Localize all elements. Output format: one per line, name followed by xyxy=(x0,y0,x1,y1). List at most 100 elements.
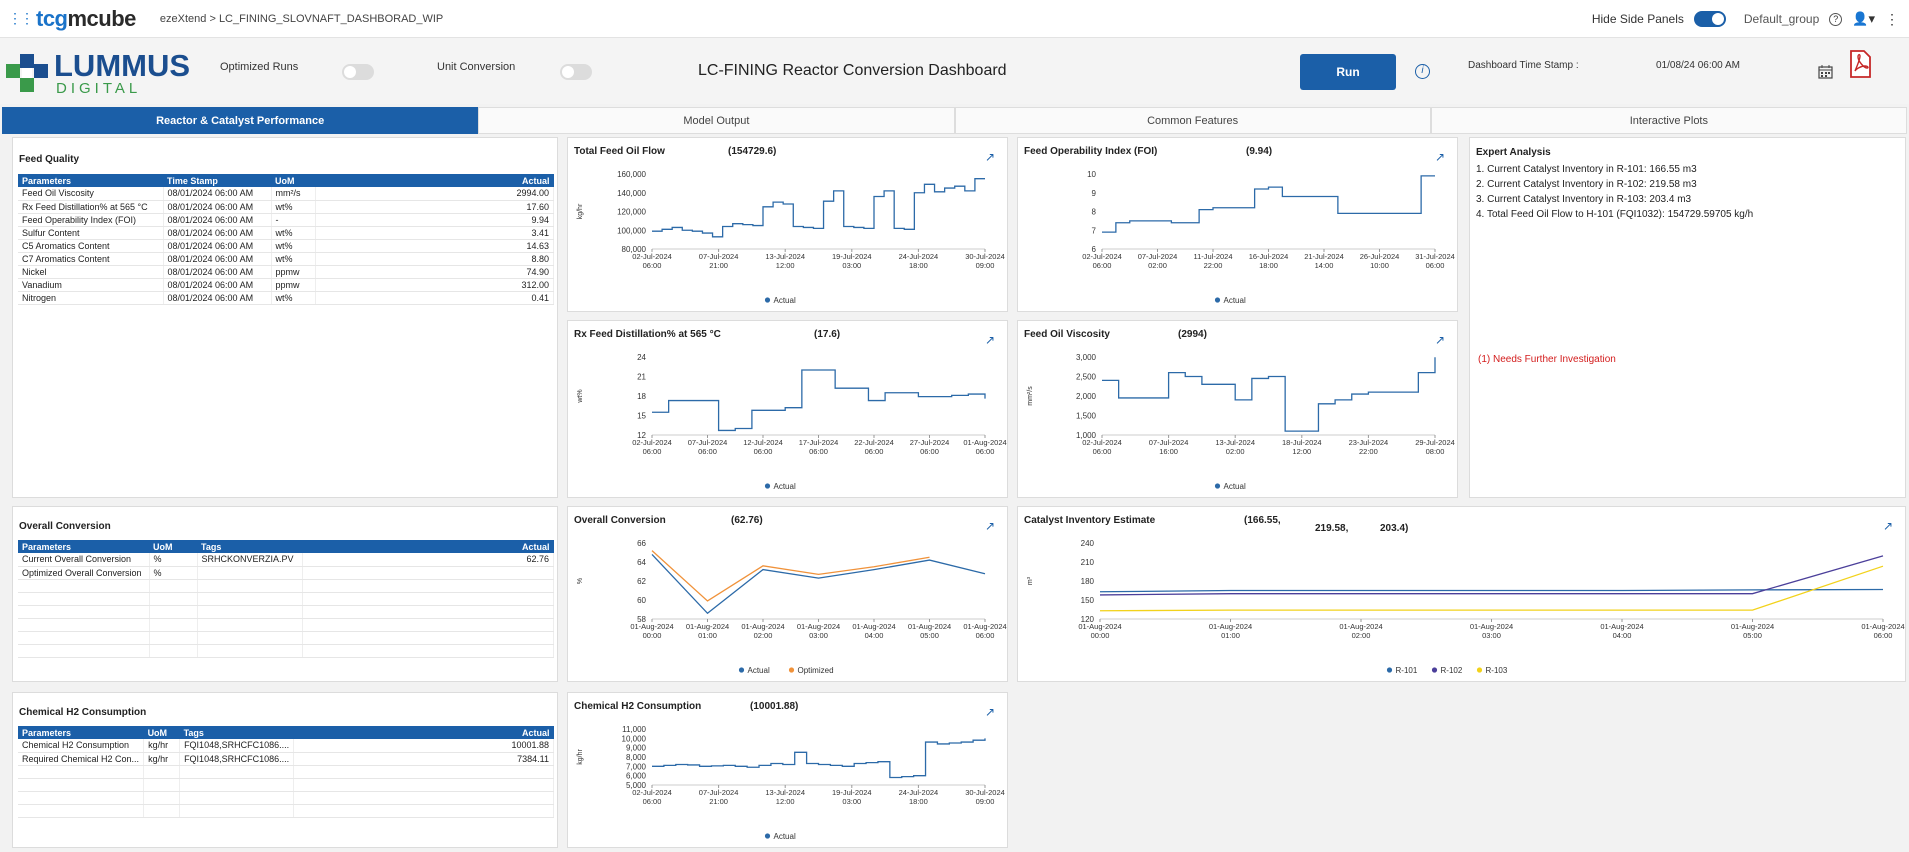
x-tick-label: 10:00 xyxy=(1370,261,1389,270)
x-tick-label: 16:00 xyxy=(1159,447,1178,456)
empty-row xyxy=(18,592,554,606)
table-cell: Optimized Overall Conversion xyxy=(18,566,150,580)
empty-cell xyxy=(179,791,295,805)
table-cell: Rx Feed Distillation% at 565 °C xyxy=(18,200,164,214)
more-options-icon[interactable]: ⋮ xyxy=(1885,10,1899,27)
col-header-parameters[interactable]: Parameters xyxy=(18,540,149,553)
table-row[interactable]: Required Chemical H2 Con... kg/hr FQI1048,… xyxy=(18,752,554,766)
tab-model-output[interactable]: Model Output xyxy=(478,107,955,134)
app-brand[interactable]: ⋮⋮ tcgmcube xyxy=(8,6,136,32)
feed-quality-title: Feed Quality xyxy=(19,154,80,165)
table-row[interactable]: Sulfur Content 08/01/2024 06:00 AM wt% 3.41 xyxy=(18,226,554,240)
y-axis-label: kg/hr xyxy=(577,203,584,219)
x-tick-label: 06:00 xyxy=(698,447,717,456)
trend-icon[interactable]: ↗ xyxy=(1882,519,1893,533)
trend-icon[interactable]: ↗ xyxy=(1434,150,1445,164)
trend-icon[interactable]: ↗ xyxy=(984,333,995,347)
table-row[interactable]: C7 Aromatics Content 08/01/2024 06:00 AM w… xyxy=(18,252,554,266)
table-cell: FQI1048,SRHCFC1086.... xyxy=(179,752,295,766)
x-tick-label: 06:00 xyxy=(1426,261,1445,270)
table-cell: Feed Oil Viscosity xyxy=(18,187,164,201)
col-header-uom[interactable]: UoM xyxy=(149,540,197,553)
legend-label: R-101 xyxy=(1396,666,1418,675)
unit-conversion-toggle[interactable] xyxy=(560,64,592,80)
table-row[interactable]: C5 Aromatics Content 08/01/2024 06:00 AM w… xyxy=(18,239,554,253)
group-selector[interactable]: Default_group xyxy=(1743,12,1820,26)
y-axis-label: m³ xyxy=(1027,576,1034,585)
breadcrumb[interactable]: ezeXtend > LC_FINING_SLOVNAFT_DASHBORAD_… xyxy=(159,12,444,25)
trend-icon[interactable]: ↗ xyxy=(984,519,995,533)
table-cell: - xyxy=(271,213,316,227)
empty-cell xyxy=(197,631,303,645)
empty-row xyxy=(18,579,554,593)
col-header-parameters[interactable]: Parameters xyxy=(18,174,163,187)
col-header-tags[interactable]: Tags xyxy=(197,540,302,553)
col-header-timestamp[interactable]: Time Stamp xyxy=(163,174,271,187)
legend-marker xyxy=(764,297,771,303)
table-cell: 9.94 xyxy=(315,213,554,227)
brand-grid-icon: ⋮⋮ xyxy=(8,10,34,26)
table-row[interactable]: Rx Feed Distillation% at 565 °C 08/01/202… xyxy=(18,200,554,214)
empty-cell xyxy=(149,644,198,658)
x-tick-label: 02-Jul-2024 xyxy=(1082,438,1122,447)
empty-cell xyxy=(18,804,145,818)
run-button[interactable]: Run xyxy=(1300,54,1396,90)
col-header-actual[interactable]: Actual xyxy=(293,726,554,739)
overall-conversion-card: Overall Conversion Parameters UoM Tags A… xyxy=(12,506,558,682)
x-tick-label: 07-Jul-2024 xyxy=(699,252,739,261)
col-header-parameters[interactable]: Parameters xyxy=(18,726,144,739)
table-row[interactable]: Feed Oil Viscosity 08/01/2024 06:00 AM mm²… xyxy=(18,187,554,201)
empty-cell xyxy=(179,778,295,792)
y-tick-label: 8,000 xyxy=(626,753,647,762)
tab-interactive-plots[interactable]: Interactive Plots xyxy=(1430,107,1907,134)
table-row[interactable]: Vanadium 08/01/2024 06:00 AM ppmw 312.00 xyxy=(18,278,554,292)
table-row[interactable]: Chemical H2 Consumption kg/hr FQI1048,SRHC… xyxy=(18,739,554,753)
empty-row xyxy=(18,618,554,632)
legend-marker xyxy=(1431,667,1438,673)
chart-title: Total Feed Oil Flow xyxy=(574,146,665,157)
table-cell: 62.76 xyxy=(302,553,554,567)
empty-cell xyxy=(149,592,198,606)
table-cell: Current Overall Conversion xyxy=(18,553,150,567)
x-tick-label: 01-Aug-2024 xyxy=(1470,622,1513,631)
user-menu-icon[interactable]: 👤▾ xyxy=(1852,11,1875,26)
info-icon[interactable]: i xyxy=(1415,64,1430,79)
hide-side-panels-toggle[interactable] xyxy=(1693,11,1726,27)
x-tick-label: 02:00 xyxy=(754,631,773,640)
table-cell: Nickel xyxy=(18,265,164,279)
x-tick-label: 13-Jul-2024 xyxy=(765,252,805,261)
table-row[interactable]: Nitrogen 08/01/2024 06:00 AM wt% 0.41 xyxy=(18,291,554,305)
x-tick-label: 06:00 xyxy=(754,447,773,456)
trend-icon[interactable]: ↗ xyxy=(984,150,995,164)
table-row[interactable]: Nickel 08/01/2024 06:00 AM ppmw 74.90 xyxy=(18,265,554,279)
table-cell: wt% xyxy=(271,239,316,253)
x-tick-label: 21:00 xyxy=(709,797,728,806)
table-row[interactable]: Current Overall Conversion% SRHCKONVERZIA… xyxy=(18,553,554,567)
trend-icon[interactable]: ↗ xyxy=(1434,333,1445,347)
empty-cell xyxy=(302,579,554,593)
col-header-tags[interactable]: Tags xyxy=(179,726,294,739)
col-header-uom[interactable]: UoM xyxy=(143,726,180,739)
table-row[interactable]: Feed Operability Index (FOI) 08/01/2024 0… xyxy=(18,213,554,227)
table-cell: Sulfur Content xyxy=(18,226,164,240)
x-tick-label: 01-Aug-2024 xyxy=(630,622,673,631)
x-tick-label: 09:00 xyxy=(976,797,995,806)
optimized-runs-toggle[interactable] xyxy=(342,64,374,80)
table-row[interactable]: Optimized Overall Conversion% xyxy=(18,566,554,580)
h2-consumption-chart-card: Chemical H2 Consumption (10001.88) ↗ 11,000… xyxy=(567,692,1008,848)
col-header-actual[interactable]: Actual xyxy=(302,540,554,553)
help-icon[interactable]: ? xyxy=(1829,12,1843,26)
trend-icon[interactable]: ↗ xyxy=(984,705,995,719)
col-header-actual[interactable]: Actual xyxy=(315,174,554,187)
pdf-export-icon[interactable] xyxy=(1848,50,1872,78)
tab-reactor-catalyst[interactable]: Reactor & Catalyst Performance xyxy=(2,107,479,134)
optimized-runs-label: Optimized Runs xyxy=(220,61,299,73)
tab-common-features[interactable]: Common Features xyxy=(954,107,1431,134)
table-cell: Vanadium xyxy=(18,278,164,292)
x-tick-label: 01-Aug-2024 xyxy=(1600,622,1643,631)
y-tick-label: 120,000 xyxy=(617,208,646,217)
empty-cell xyxy=(197,644,303,658)
x-tick-label: 01-Aug-2024 xyxy=(1861,622,1904,631)
calendar-icon[interactable] xyxy=(1818,64,1834,80)
col-header-uom[interactable]: UoM xyxy=(271,174,315,187)
